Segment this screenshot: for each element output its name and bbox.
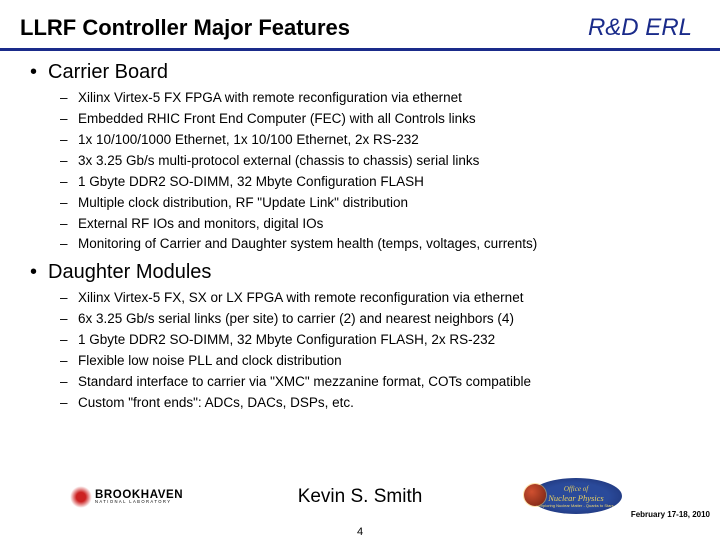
list-item: Flexible low noise PLL and clock distrib…: [78, 351, 690, 372]
logo-right-line2: Nuclear Physics: [548, 493, 603, 503]
planet-icon: [524, 484, 546, 506]
list-item: Monitoring of Carrier and Daughter syste…: [78, 234, 690, 255]
slide-title: LLRF Controller Major Features: [20, 15, 350, 41]
list-item: Multiple clock distribution, RF "Update …: [78, 193, 690, 214]
logo-right-tag: Exploring Nuclear Matter - Quarks to Sta…: [538, 503, 613, 508]
header-divider: [0, 48, 720, 51]
burst-icon: [70, 486, 92, 508]
page-number: 4: [357, 526, 363, 538]
slide-header: LLRF Controller Major Features R&D ERL: [0, 0, 720, 48]
slide-content: Carrier Board Xilinx Virtex-5 FX FPGA wi…: [0, 61, 720, 414]
list-item: 3x 3.25 Gb/s multi-protocol external (ch…: [78, 151, 690, 172]
list-item: Xilinx Virtex-5 FX, SX or LX FPGA with r…: [78, 288, 690, 309]
list-item: 1 Gbyte DDR2 SO-DIMM, 32 Mbyte Configura…: [78, 330, 690, 351]
logo-line2: NATIONAL LABORATORY: [95, 500, 183, 504]
list-item: Custom "front ends": ADCs, DACs, DSPs, e…: [78, 393, 690, 414]
slide-date: February 17-18, 2010: [631, 510, 710, 519]
list-item: 1 Gbyte DDR2 SO-DIMM, 32 Mbyte Configura…: [78, 172, 690, 193]
logo-oval: Office of Nuclear Physics Exploring Nucl…: [530, 478, 622, 514]
list-item: Standard interface to carrier via "XMC" …: [78, 372, 690, 393]
list-item: 6x 3.25 Gb/s serial links (per site) to …: [78, 309, 690, 330]
list-item: Embedded RHIC Front End Computer (FEC) w…: [78, 109, 690, 130]
bullet-list-2: Xilinx Virtex-5 FX, SX or LX FPGA with r…: [30, 288, 690, 414]
author-name: Kevin S. Smith: [298, 486, 423, 508]
list-item: Xilinx Virtex-5 FX FPGA with remote reco…: [78, 88, 690, 109]
logo-right-line1: Office of: [564, 485, 588, 493]
section-heading-1: Carrier Board: [30, 61, 690, 84]
slide-footer: BROOKHAVEN NATIONAL LABORATORY Kevin S. …: [0, 482, 720, 540]
list-item: 1x 10/100/1000 Ethernet, 1x 10/100 Ether…: [78, 130, 690, 151]
slide-subtitle: R&D ERL: [588, 14, 692, 42]
nuclear-physics-logo: Office of Nuclear Physics Exploring Nucl…: [530, 478, 630, 520]
logo-text-stack: BROOKHAVEN NATIONAL LABORATORY: [95, 490, 183, 504]
section-heading-2: Daughter Modules: [30, 261, 690, 284]
bullet-list-1: Xilinx Virtex-5 FX FPGA with remote reco…: [30, 88, 690, 255]
list-item: External RF IOs and monitors, digital IO…: [78, 214, 690, 235]
brookhaven-logo: BROOKHAVEN NATIONAL LABORATORY: [70, 486, 183, 508]
